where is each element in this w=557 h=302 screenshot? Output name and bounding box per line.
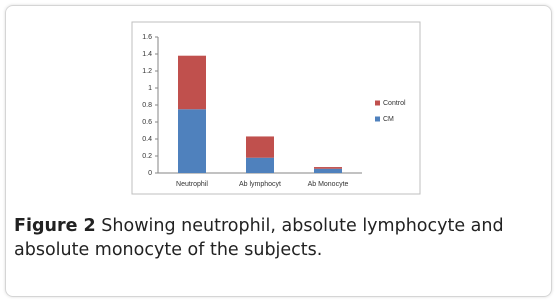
legend-swatch xyxy=(375,116,380,122)
caption: Figure 2 Showing neutrophil, absolute ly… xyxy=(14,214,514,262)
y-tick-label: 1.4 xyxy=(142,51,152,58)
legend-label: Control xyxy=(383,100,406,107)
figure-frame xyxy=(5,5,552,297)
legend-swatch xyxy=(375,100,380,106)
caption-text: Showing neutrophil, absolute lymphocyte … xyxy=(14,216,504,260)
y-tick-label: 0.6 xyxy=(142,119,152,126)
x-tick-label: Neutrophil xyxy=(176,181,208,188)
x-tick-label: Ab Monocyte xyxy=(308,181,349,188)
y-tick-label: 0.8 xyxy=(142,102,152,109)
y-tick-label: 1.2 xyxy=(142,68,152,75)
bar-segment xyxy=(178,55,206,110)
bar-segment xyxy=(246,157,274,173)
bar-segment xyxy=(314,168,342,173)
chart: 0 0.2 0.4 0.6 0.8 1 1.2 1.4 1.6 Neutrophil Ab lymp… xyxy=(131,21,421,195)
legend-label: CM xyxy=(383,116,394,123)
bar-segment xyxy=(314,167,342,169)
caption-label: Figure 2 xyxy=(14,216,96,236)
y-tick-label: 1 xyxy=(148,85,152,92)
y-tick-label: 1.6 xyxy=(142,34,152,41)
x-tick-label: Ab lymphocyt xyxy=(239,181,281,188)
y-tick-label: 0.4 xyxy=(142,136,152,143)
chart-border xyxy=(131,21,421,195)
bar-segment xyxy=(246,136,274,158)
y-tick-label: 0.2 xyxy=(142,153,152,160)
y-tick-label: 0 xyxy=(148,170,152,177)
bar-segment xyxy=(178,109,206,173)
